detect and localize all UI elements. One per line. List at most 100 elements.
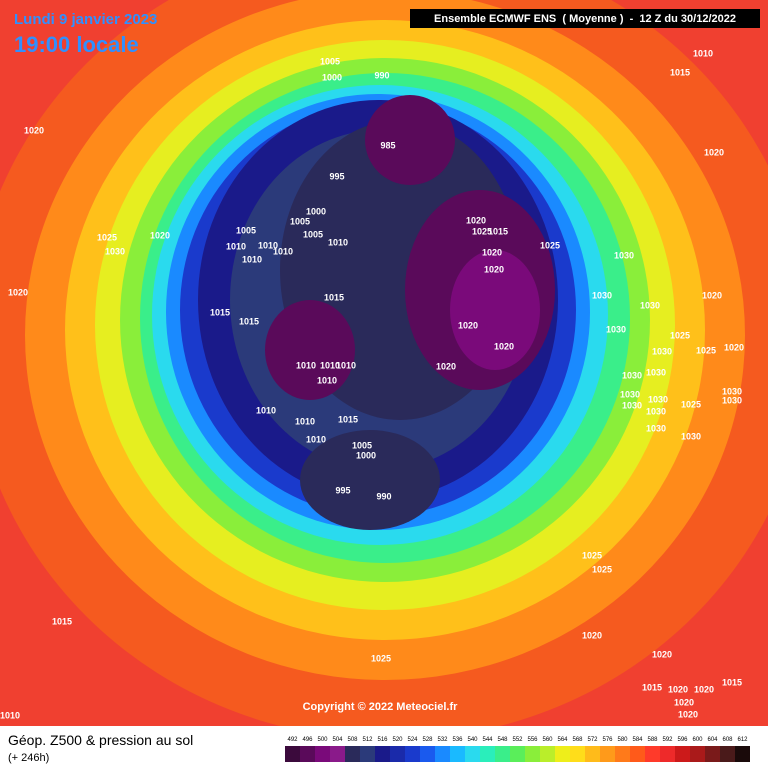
- legend-swatch: [720, 746, 735, 762]
- isobar-label: 1005: [320, 56, 340, 66]
- isobar-label: 1025: [472, 226, 492, 236]
- isobar-label: 1020: [150, 230, 170, 240]
- legend-value: 508: [347, 737, 358, 743]
- isobar-label: 1020: [702, 290, 722, 300]
- isobar-label: 1025: [97, 232, 117, 242]
- isobar-label: 1025: [371, 653, 391, 663]
- legend-value: 536: [452, 737, 463, 743]
- legend-value: 612: [737, 737, 748, 743]
- legend-swatch: [495, 746, 510, 762]
- legend-swatch: [705, 746, 720, 762]
- footer-lead: (+ 246h): [8, 752, 49, 764]
- isobar-label: 990: [376, 491, 391, 501]
- isobar-label: 1010: [296, 360, 316, 370]
- isobar-label: 1010: [328, 237, 348, 247]
- isobar-label: 1020: [482, 247, 502, 257]
- copyright: Copyright © 2022 Meteociel.fr: [303, 701, 459, 713]
- legend-swatch: [360, 746, 375, 762]
- isobar-label: 1010: [693, 48, 713, 58]
- legend-swatch: [465, 746, 480, 762]
- legend-swatch: [330, 746, 345, 762]
- legend-swatch: [285, 746, 300, 762]
- legend-value: 516: [377, 737, 388, 743]
- isobar-label: 1030: [622, 370, 642, 380]
- isobar-label: 1030: [620, 389, 640, 399]
- legend-swatch: [615, 746, 630, 762]
- isobar-label: 1025: [696, 345, 716, 355]
- isobar-label: 1005: [352, 440, 372, 450]
- isobar-label: 1025: [582, 550, 602, 560]
- isobar-label: 985: [380, 140, 395, 150]
- legend-swatch: [555, 746, 570, 762]
- isobar-label: 1020: [458, 320, 478, 330]
- isobar-label: 1020: [724, 342, 744, 352]
- legend-swatch: [600, 746, 615, 762]
- isobar-label: 1020: [668, 684, 688, 694]
- legend-value: 608: [722, 737, 733, 743]
- legend-value: 580: [617, 737, 628, 743]
- isobar-label: 1015: [324, 292, 344, 302]
- isobar-label: 1030: [646, 406, 666, 416]
- isobar-label: 1010: [336, 360, 356, 370]
- isobar-label: 1010: [226, 241, 246, 251]
- legend-swatch: [435, 746, 450, 762]
- legend-value: 520: [392, 737, 403, 743]
- legend-swatch: [450, 746, 465, 762]
- legend-swatch: [540, 746, 555, 762]
- legend-value: 492: [287, 737, 298, 743]
- isobar-label: 1030: [648, 394, 668, 404]
- legend-swatch: [675, 746, 690, 762]
- isobar-label: 1030: [614, 250, 634, 260]
- isobar-label: 1020: [436, 361, 456, 371]
- isobar-label: 1030: [105, 246, 125, 256]
- isobar-label: 1010: [258, 240, 278, 250]
- isobar-label: 1015: [642, 682, 662, 692]
- isobar-label: 1010: [256, 405, 276, 415]
- isobar-label: 1030: [681, 431, 701, 441]
- legend-value: 552: [512, 737, 523, 743]
- legend-value: 512: [362, 737, 373, 743]
- legend-swatch: [570, 746, 585, 762]
- isobar-label: 1020: [674, 697, 694, 707]
- isobar-label: 1015: [670, 67, 690, 77]
- legend-value: 556: [527, 737, 538, 743]
- isobar-label: 1015: [52, 616, 72, 626]
- isobar-label: 1030: [606, 324, 626, 334]
- isobar-label: 1015: [210, 307, 230, 317]
- isobar-label: 1030: [722, 395, 742, 405]
- local-time: 19:00 locale: [14, 32, 139, 57]
- isobar-label: 1005: [303, 229, 323, 239]
- legend-swatch: [405, 746, 420, 762]
- legend-value: 588: [647, 737, 658, 743]
- isobar-label: 1015: [239, 316, 259, 326]
- isobar-label: 1020: [704, 147, 724, 157]
- isobar-label: 1000: [306, 206, 326, 216]
- isobar-label: 1015: [338, 414, 358, 424]
- isobar-label: 1010: [273, 246, 293, 256]
- isobar-label: 1020: [678, 709, 698, 719]
- isobar-label: 1020: [694, 684, 714, 694]
- legend-value: 560: [542, 737, 553, 743]
- legend-value: 496: [302, 737, 313, 743]
- legend-value: 584: [632, 737, 643, 743]
- date: Lundi 9 janvier 2023: [14, 11, 157, 28]
- isobar-label: 1020: [466, 215, 486, 225]
- isobar-label: 1015: [722, 677, 742, 687]
- isobar-label: 1010: [0, 710, 20, 720]
- legend-swatch: [390, 746, 405, 762]
- isobar-label: 1020: [24, 125, 44, 135]
- legend-value: 604: [707, 737, 718, 743]
- legend-value: 548: [497, 737, 508, 743]
- isobar-label: 1030: [592, 290, 612, 300]
- color-legend: 492 496 500 504 508 512 516 520 524 528 532 536 540 5…: [285, 737, 750, 762]
- isobar-label: 1030: [622, 400, 642, 410]
- isobar-label: 1025: [681, 399, 701, 409]
- isobar-label: 1010: [295, 416, 315, 426]
- legend-swatch: [585, 746, 600, 762]
- isobar-label: 1005: [290, 216, 310, 226]
- isobar-label: 1025: [592, 564, 612, 574]
- legend-value: 564: [557, 737, 568, 743]
- isobar-label: 995: [329, 171, 344, 181]
